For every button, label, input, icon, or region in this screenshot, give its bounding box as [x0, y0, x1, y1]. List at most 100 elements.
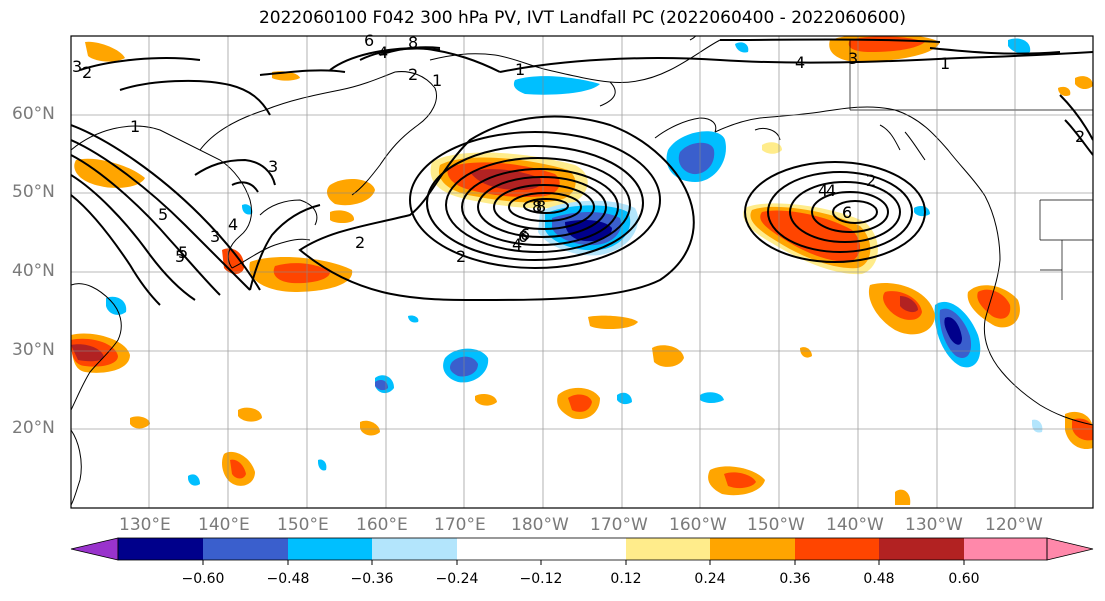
coastlines [71, 36, 1093, 506]
lon-label: 170°E [434, 515, 486, 535]
lat-label: 30°N [12, 340, 55, 360]
colorbar-bin [118, 538, 203, 560]
negative-anomaly [700, 392, 724, 403]
positive-anomaly [273, 263, 330, 284]
contour-label: 4 [228, 215, 238, 234]
positive-anomaly [1058, 86, 1071, 97]
map-title: 2022060100 F042 300 hPa PV, IVT Landfall… [258, 8, 906, 28]
colorbar-bin [457, 538, 541, 560]
positive-anomaly [330, 210, 355, 223]
contour-label: 2 [355, 233, 365, 252]
colorbar-tick-label: −0.12 [519, 571, 563, 587]
contour-label: 4 [512, 235, 522, 254]
political-borders [849, 40, 1093, 300]
colorbar-bin [626, 538, 710, 560]
positive-anomaly [900, 296, 918, 313]
contour-label: 3 [268, 157, 278, 176]
lon-label: 130°E [119, 515, 171, 535]
positive-anomaly [85, 41, 125, 62]
contour-label: 8 [536, 197, 546, 216]
contour-label: 1 [515, 60, 525, 79]
contour-label: 8 [408, 33, 418, 52]
lat-label: 60°N [12, 104, 55, 124]
colorbar-tick-label: 0.60 [948, 571, 980, 587]
lat-label: 50°N [12, 182, 55, 202]
positive-anomaly [977, 289, 1011, 319]
colorbar-tick-label: −0.48 [266, 571, 310, 587]
map-frame [70, 35, 1094, 509]
lon-label: 130°W [905, 515, 963, 535]
positive-anomaly [71, 344, 104, 362]
lon-label: 120°W [985, 515, 1043, 535]
contour-label: 3 [72, 57, 82, 76]
contour-label: 2 [1075, 127, 1085, 146]
negative-anomaly [735, 42, 749, 53]
contour-label: 6 [364, 31, 374, 50]
colorbar-bin [879, 538, 964, 560]
lat-label: 20°N [12, 418, 55, 438]
contour-label: 6 [520, 225, 530, 244]
lat-label: 40°N [12, 261, 55, 281]
colorbar-bin [288, 538, 372, 560]
colorbar-max-extension [1046, 537, 1094, 561]
positive-anomaly [230, 459, 246, 479]
negative-anomaly [914, 206, 930, 217]
colorbar [70, 537, 1094, 565]
negative-anomaly [242, 204, 253, 215]
colorbar-tick-label: 0.48 [863, 571, 895, 587]
positive-anomaly [588, 315, 638, 330]
contour-label: 6 [842, 203, 852, 222]
positive-anomaly [762, 142, 782, 154]
contour-label: 5 [175, 247, 185, 266]
colorbar-bin [203, 538, 288, 560]
contour-label: 6 [842, 203, 852, 222]
contour-label: 4 [378, 43, 388, 62]
contour-label: 2 [866, 171, 876, 190]
contour-label: 5 [178, 243, 188, 262]
colorbar-bin [710, 538, 795, 560]
positive-anomaly [130, 416, 150, 429]
colorbar-bin [372, 538, 457, 560]
negative-anomaly [188, 474, 200, 486]
contour-label: 1 [130, 117, 140, 136]
contour-label: 2 [82, 63, 92, 82]
negative-anomaly [944, 317, 962, 345]
negative-anomaly [318, 459, 327, 471]
contour-label: 2 [408, 65, 418, 84]
pv-contours [71, 38, 1093, 306]
positive-anomaly [568, 394, 592, 412]
colorbar-tick-label: 0.24 [694, 571, 726, 587]
negative-anomaly [408, 315, 419, 323]
contour-label: 5 [158, 205, 168, 224]
contour-label: 3 [210, 227, 220, 246]
lon-label: 180°W [511, 515, 569, 535]
contour-label: 2 [456, 247, 466, 266]
colorbar-tick-label: −0.24 [435, 571, 479, 587]
positive-anomaly [800, 347, 812, 358]
gridlines [71, 36, 1093, 508]
contour-label: 4 [826, 181, 836, 200]
colorbar-bin [964, 538, 1047, 560]
contour-label: 4 [818, 181, 828, 200]
lon-label: 160°E [356, 515, 408, 535]
negative-anomaly [513, 76, 600, 95]
positive-anomaly [1075, 76, 1093, 90]
lon-label: 150°W [747, 515, 805, 535]
positive-anomaly [74, 158, 145, 188]
lon-label: 160°W [669, 515, 727, 535]
positive-anomaly [360, 420, 380, 436]
lon-label: 150°E [277, 515, 329, 535]
colorbar-bin [541, 538, 626, 560]
lon-label: 140°W [826, 515, 884, 535]
positive-anomaly [475, 394, 497, 406]
positive-anomaly [724, 472, 756, 489]
contour-label: 1 [432, 71, 442, 90]
ivt-shading [71, 36, 1093, 505]
lon-label: 170°W [590, 515, 648, 535]
colorbar-bin [795, 538, 879, 560]
negative-anomaly [375, 380, 388, 391]
contour-label: 4 [795, 53, 805, 72]
contour-label: 1 [940, 54, 950, 73]
contour-label: 3 [848, 49, 858, 68]
